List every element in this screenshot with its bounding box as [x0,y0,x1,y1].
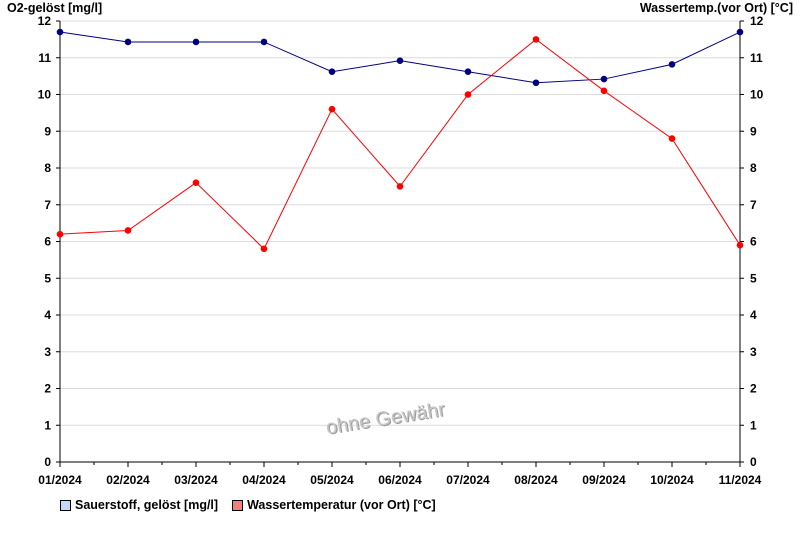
y-tick-label-right: 8 [750,161,757,175]
data-point-1-7 [532,36,540,43]
y-tick-label-right: 3 [750,345,757,359]
x-tick-label: 07/2024 [446,473,490,487]
x-tick-label: 05/2024 [310,473,354,487]
chart-legend: Sauerstoff, gelöst [mg/l] Wassertemperat… [60,498,450,512]
y-tick-label-left: 5 [44,271,51,285]
data-point-1-1 [124,227,132,234]
legend-swatch-oxygen [60,499,71,511]
y-tick-label-left: 11 [38,51,51,65]
y-tick-label-right: 6 [750,235,757,249]
x-tick-label: 01/2024 [38,473,82,487]
y-tick-label-right: 9 [750,124,757,138]
data-point-1-8 [600,87,608,95]
y-tick-label-left: 1 [44,418,51,432]
y-tick-label-left: 9 [44,124,51,138]
data-point-0-3 [260,38,268,46]
data-point-0-5 [396,57,404,64]
y-axis-left-title: O2-gelöst [mg/l] [7,1,103,15]
y-tick-label-right: 11 [750,51,763,65]
data-point-0-6 [464,68,472,76]
data-point-1-10 [736,241,744,249]
y-tick-label-right: 0 [750,455,757,469]
y-tick-label-left: 0 [44,455,51,469]
x-tick-label: 10/2024 [650,473,694,487]
y-tick-label-left: 6 [44,235,51,249]
y-tick-label-left: 3 [44,345,51,359]
x-tick-label: 04/2024 [242,473,286,487]
y-tick-label-right: 1 [750,418,757,432]
data-point-0-0 [56,28,64,36]
data-point-0-4 [328,68,336,76]
data-point-0-1 [124,38,132,46]
y-tick-label-left: 8 [44,161,51,175]
data-point-0-2 [192,38,200,46]
data-point-1-9 [668,135,676,142]
data-point-0-8 [600,75,608,83]
y-tick-label-left: 7 [44,198,51,212]
data-point-0-10 [736,28,744,36]
legend-item-oxygen: Sauerstoff, gelöst [mg/l] [60,498,218,512]
legend-label-temperature: Wassertemperatur (vor Ort) [°C] [247,498,436,512]
data-point-1-3 [260,245,268,253]
legend-label-oxygen: Sauerstoff, gelöst [mg/l] [75,498,219,512]
data-point-1-5 [396,183,404,190]
legend-swatch-temperature [232,499,244,511]
legend-item-temperature: Wassertemperatur (vor Ort) [°C] [232,498,436,512]
y-tick-label-left: 4 [44,308,51,322]
y-tick-label-right: 12 [750,14,764,28]
data-point-1-2 [192,179,200,186]
x-tick-label: 09/2024 [582,473,626,487]
data-point-1-0 [56,230,64,238]
y-tick-label-right: 10 [750,88,764,102]
data-point-0-7 [532,79,540,87]
y-tick-label-right: 4 [750,308,757,322]
x-tick-label: 11/2024 [719,473,762,487]
x-tick-label: 06/2024 [378,473,422,487]
x-tick-label: 02/2024 [106,473,150,487]
y-tick-label-right: 7 [750,198,757,212]
y-tick-label-left: 2 [44,382,51,396]
y-tick-label-right: 2 [750,382,757,396]
y-tick-label-left: 12 [38,14,52,28]
data-point-1-4 [328,105,336,113]
series-line-1 [59,38,741,250]
y-tick-label-right: 5 [750,271,757,285]
x-tick-label: 08/2024 [514,473,558,487]
data-point-1-6 [464,91,472,98]
y-tick-label-left: 10 [38,88,52,102]
data-point-0-9 [668,61,676,68]
x-tick-label: 03/2024 [174,473,218,487]
y-axis-right-title: Wassertemp.(vor Ort) [°C] [639,1,793,15]
